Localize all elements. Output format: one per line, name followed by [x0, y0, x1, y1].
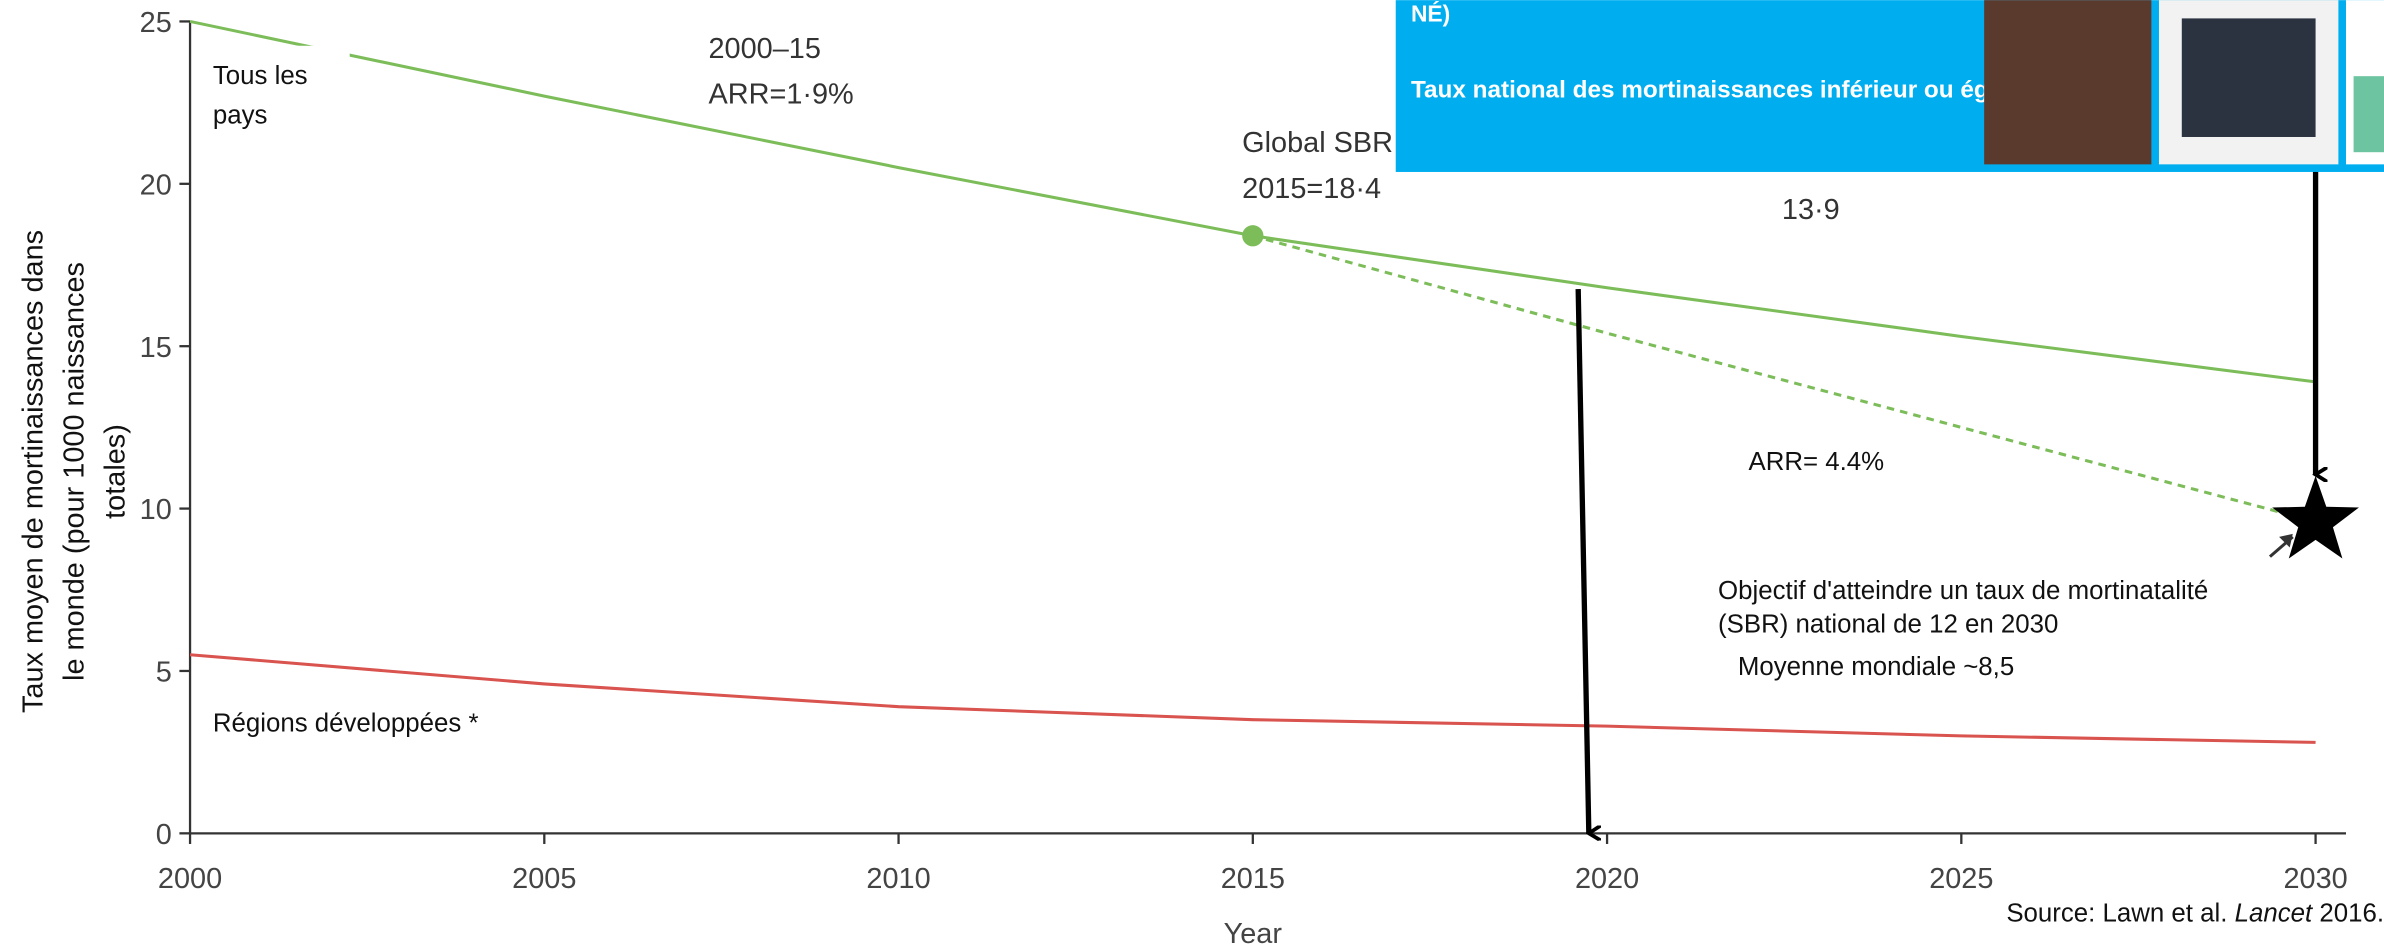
x-tick-label: 2015: [1221, 863, 1285, 895]
annotation: 2000–15: [709, 33, 821, 65]
x-tick-label: 2025: [1929, 863, 1993, 895]
target-star: [2272, 475, 2359, 559]
y-axis-title: Taux moyen de mortinaissances dans: [18, 230, 50, 713]
annotation: Tous les: [213, 62, 308, 90]
source: Source: Lawn et al. Lancet 2016.: [2006, 900, 2384, 928]
y-tick-label: 15: [140, 332, 172, 364]
label-mask: [205, 45, 350, 137]
y-tick-label: 20: [140, 169, 172, 201]
x-tick-label: 2010: [866, 863, 930, 895]
x-axis-title: Year: [1224, 918, 1283, 946]
thumbnail: [1984, 0, 2152, 165]
annotation: 2015=18·4: [1242, 173, 1381, 205]
small-arrow-head: [2279, 533, 2293, 548]
y-tick-label: 0: [156, 819, 172, 851]
global-sbr-point: [1242, 225, 1264, 247]
banner-heading: NÉ): [1411, 0, 1450, 26]
series-line: [1252, 234, 2316, 524]
annotation: pays: [213, 101, 268, 129]
annotation: ARR=1·9%: [709, 79, 854, 111]
y-axis-title: le monde (pour 1000 naissances: [59, 262, 91, 681]
source-text: Source: Lawn et al.: [2006, 900, 2227, 928]
y-tick-label: 5: [156, 657, 172, 689]
annotation: Régions développées *: [213, 709, 479, 737]
x-tick-label: 2020: [1575, 863, 1639, 895]
annotation: Objectif d'atteindre un taux de mortinat…: [1718, 577, 2208, 605]
banner-text: Taux national des mortinaissances inféri…: [1411, 76, 2063, 103]
annotation: ARR= 4.4%: [1748, 448, 1884, 476]
y-axis-title: totales): [100, 424, 132, 519]
annotation: (SBR) national de 12 en 2030: [1718, 611, 2058, 639]
x-tick-label: 2030: [2283, 863, 2347, 895]
y-tick-label: 10: [140, 494, 172, 526]
x-tick-label: 2000: [158, 863, 222, 895]
source-year: 2016.: [2319, 900, 2384, 928]
y-tick-label: 25: [140, 7, 172, 39]
series-line: [189, 653, 2316, 744]
x-tick-label: 2005: [512, 863, 576, 895]
annotation: Global SBR: [1242, 127, 1393, 159]
thumbnail-photo: [2353, 76, 2384, 153]
arrow: [1575, 288, 1589, 833]
annotation: Moyenne mondiale ~8,5: [1738, 653, 2014, 681]
thumbnail-photo: [2181, 18, 2316, 137]
source-journal: Lancet: [2235, 900, 2314, 928]
annotation: 13·9: [1782, 194, 1840, 226]
